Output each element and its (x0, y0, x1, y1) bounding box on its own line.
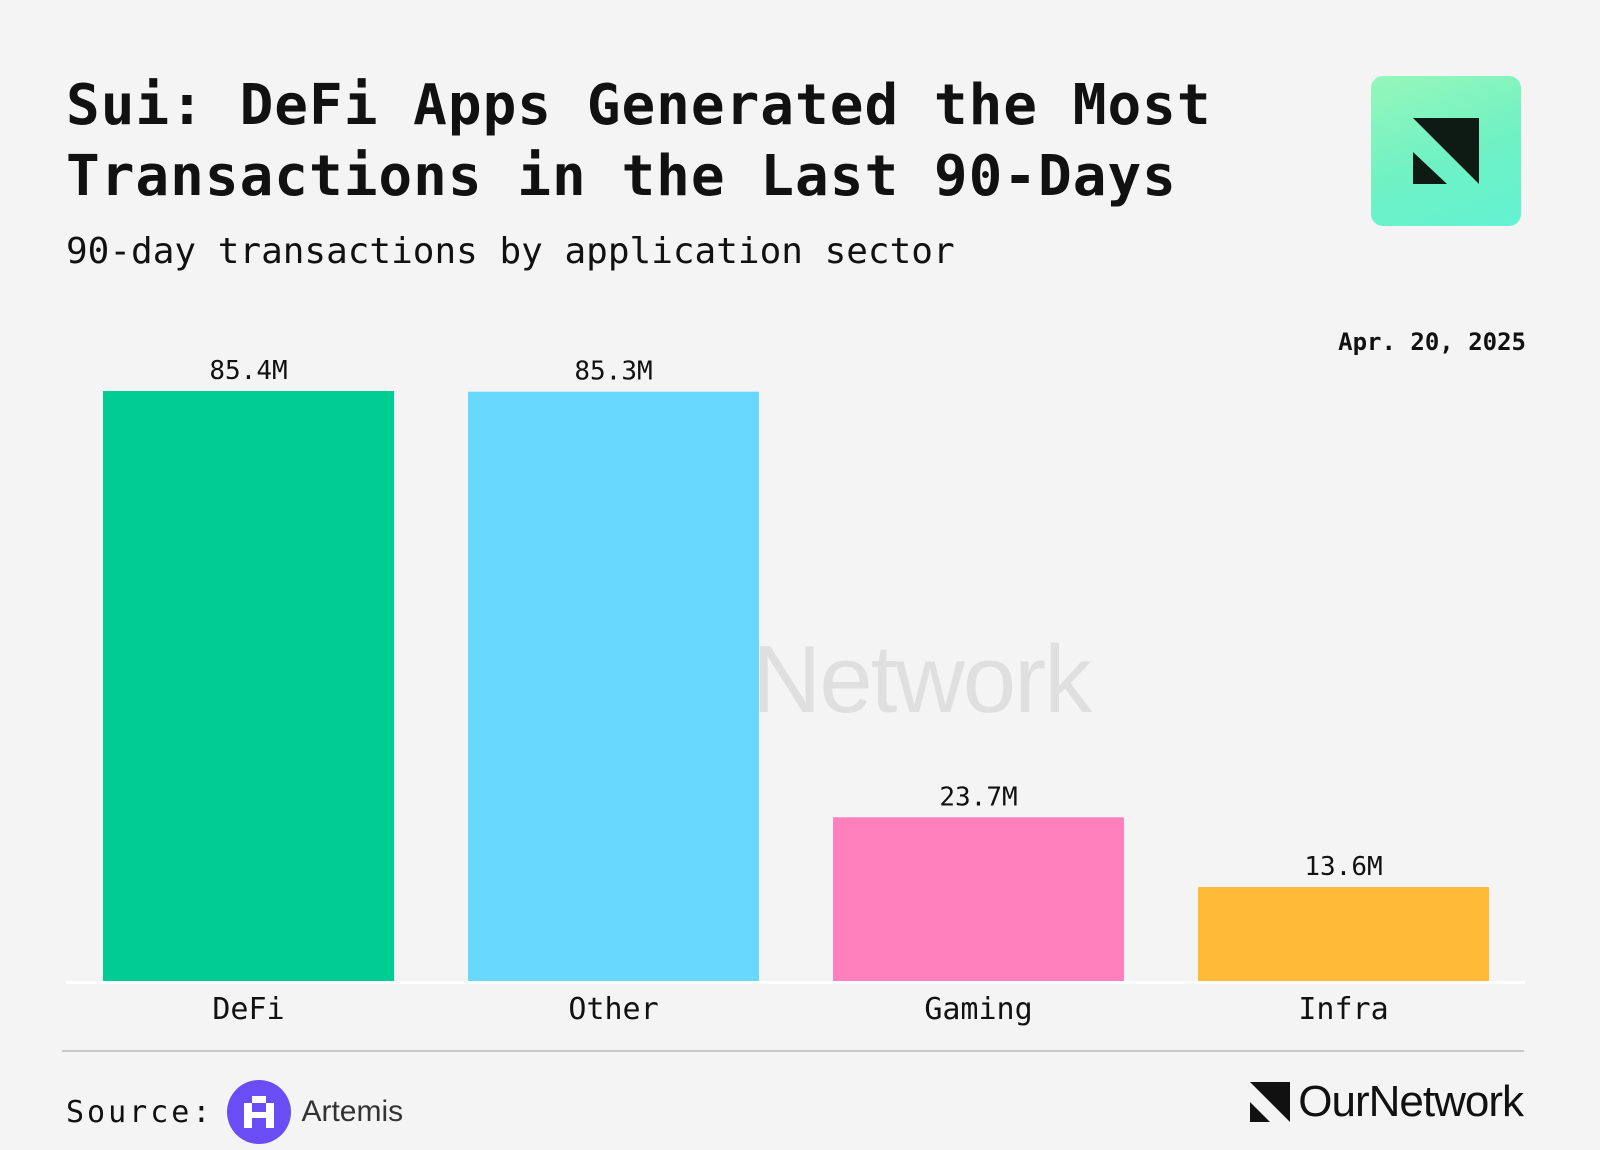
bar-gaming (833, 817, 1124, 981)
bar-other (468, 391, 759, 981)
x-tick-label-other: Other (568, 992, 658, 1027)
bar-infra (1198, 887, 1489, 981)
chart-title: Sui: DeFi Apps Generated the Most Transa… (66, 73, 1212, 209)
data-label-other: 85.3M (574, 357, 652, 387)
x-tick-label-defi: DeFi (212, 992, 284, 1027)
x-tick-label-gaming: Gaming (924, 992, 1032, 1027)
ournetwork-logo-icon (1413, 118, 1479, 184)
x-axis-baseline (66, 981, 1525, 984)
source-credit: Source: Artemis (66, 1080, 403, 1144)
ournetwork-icon (1250, 1082, 1291, 1122)
data-label-gaming: 23.7M (939, 782, 1017, 812)
date-label: Apr. 20, 2025 (1338, 328, 1526, 356)
bar-defi (103, 391, 394, 981)
data-label-defi: 85.4M (209, 356, 287, 386)
artemis-logo-icon (227, 1080, 292, 1144)
ournetwork-logo-badge (1371, 76, 1521, 226)
source-label: Source: (66, 1094, 214, 1130)
data-label-infra: 13.6M (1304, 852, 1382, 882)
x-tick-label-infra: Infra (1298, 992, 1388, 1027)
brand-footer: OurNetwork (1250, 1077, 1524, 1127)
chart-subtitle: 90-day transactions by application secto… (66, 231, 955, 272)
footer-divider (62, 1050, 1524, 1052)
source-name: Artemis (301, 1095, 404, 1128)
brand-name: OurNetwork (1298, 1077, 1524, 1126)
bar-chart: 85.4M DeFi 85.3M Other 23.7M Gaming 13.6M Infra (66, 356, 1525, 1027)
